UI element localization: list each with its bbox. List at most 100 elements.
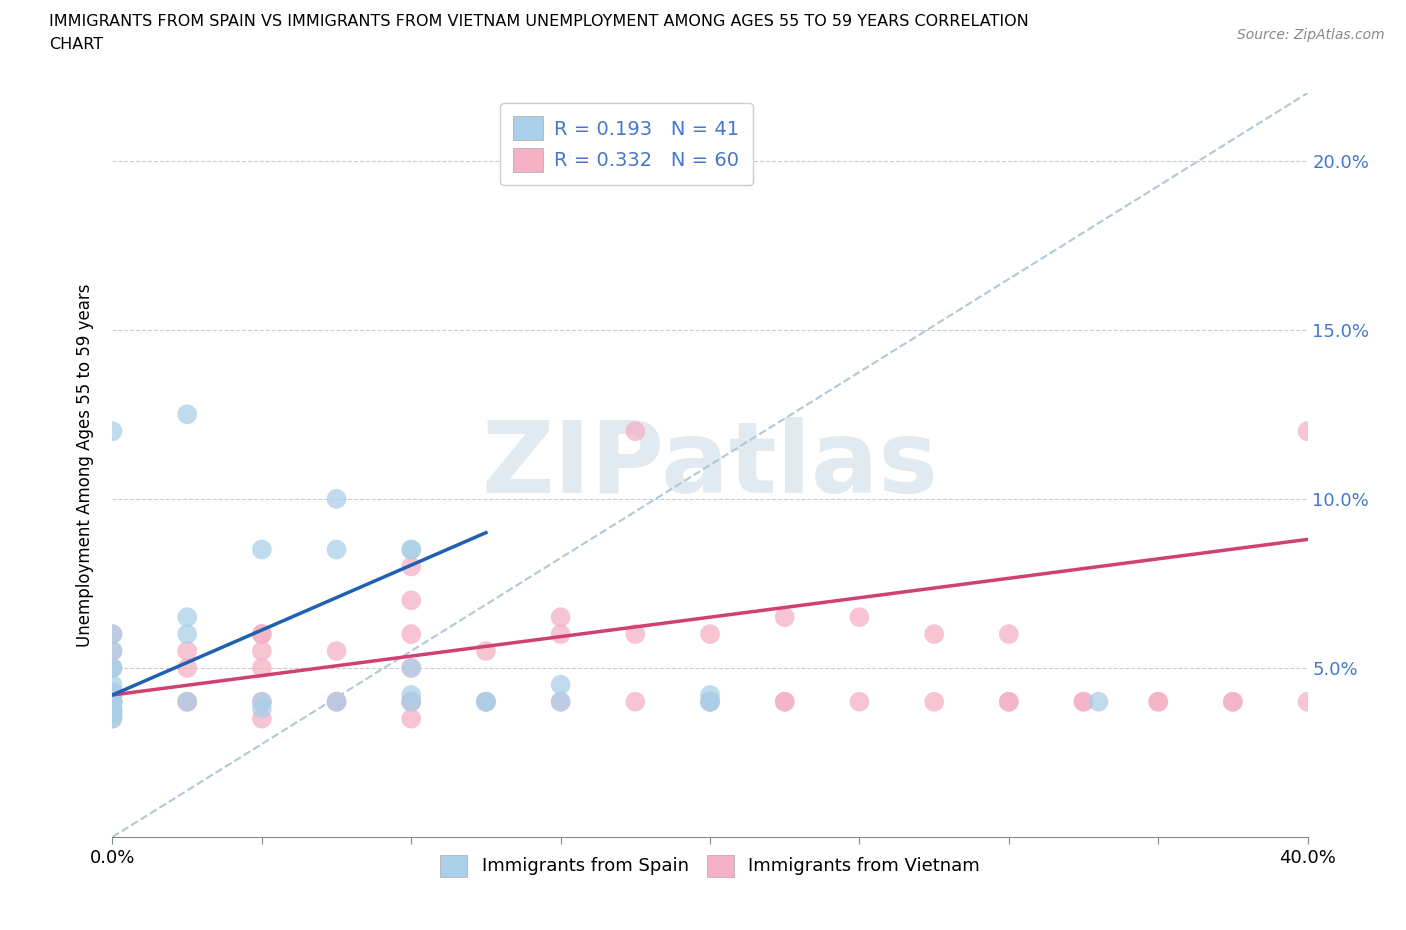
Point	[176, 695, 198, 710]
Point	[401, 627, 423, 642]
Point	[401, 559, 423, 574]
Point	[475, 644, 498, 658]
Point	[401, 660, 423, 675]
Point	[1222, 695, 1244, 710]
Point	[101, 684, 124, 699]
Point	[848, 610, 870, 625]
Point	[550, 677, 572, 692]
Point	[101, 627, 124, 642]
Point	[401, 695, 423, 710]
Point	[773, 695, 796, 710]
Point	[699, 695, 721, 710]
Point	[624, 695, 647, 710]
Point	[101, 695, 124, 710]
Point	[250, 701, 273, 716]
Point	[550, 695, 572, 710]
Point	[101, 695, 124, 710]
Point	[325, 695, 347, 710]
Point	[699, 695, 721, 710]
Point	[699, 695, 721, 710]
Point	[101, 695, 124, 710]
Point	[475, 695, 498, 710]
Point	[101, 644, 124, 658]
Point	[699, 695, 721, 710]
Point	[101, 677, 124, 692]
Point	[401, 687, 423, 702]
Point	[101, 695, 124, 710]
Point	[101, 704, 124, 719]
Point	[250, 711, 273, 726]
Point	[699, 687, 721, 702]
Point	[101, 695, 124, 710]
Point	[101, 687, 124, 702]
Point	[1296, 695, 1319, 710]
Point	[401, 592, 423, 607]
Point	[176, 660, 198, 675]
Point	[101, 695, 124, 710]
Point	[325, 542, 347, 557]
Point	[401, 542, 423, 557]
Point	[176, 627, 198, 642]
Point	[325, 644, 347, 658]
Point	[250, 644, 273, 658]
Point	[325, 491, 347, 506]
Point	[922, 627, 945, 642]
Point	[176, 610, 198, 625]
Point	[550, 695, 572, 710]
Point	[998, 627, 1021, 642]
Point	[101, 424, 124, 439]
Point	[101, 701, 124, 716]
Point	[475, 695, 498, 710]
Text: Source: ZipAtlas.com: Source: ZipAtlas.com	[1237, 28, 1385, 42]
Point	[550, 627, 572, 642]
Point	[922, 695, 945, 710]
Point	[101, 708, 124, 723]
Point	[998, 695, 1021, 710]
Point	[1073, 695, 1095, 710]
Point	[250, 542, 273, 557]
Point	[250, 660, 273, 675]
Point	[401, 660, 423, 675]
Point	[1296, 424, 1319, 439]
Point	[250, 695, 273, 710]
Point	[250, 627, 273, 642]
Point	[101, 687, 124, 702]
Point	[176, 695, 198, 710]
Point	[1147, 695, 1170, 710]
Point	[401, 695, 423, 710]
Point	[176, 695, 198, 710]
Point	[101, 660, 124, 675]
Point	[101, 711, 124, 726]
Point	[624, 627, 647, 642]
Point	[998, 695, 1021, 710]
Point	[250, 627, 273, 642]
Point	[101, 644, 124, 658]
Point	[101, 660, 124, 675]
Point	[848, 695, 870, 710]
Text: ZIPatlas: ZIPatlas	[482, 417, 938, 513]
Point	[699, 627, 721, 642]
Y-axis label: Unemployment Among Ages 55 to 59 years: Unemployment Among Ages 55 to 59 years	[76, 284, 94, 646]
Point	[475, 695, 498, 710]
Point	[250, 695, 273, 710]
Point	[101, 627, 124, 642]
Point	[325, 695, 347, 710]
Point	[624, 424, 647, 439]
Point	[101, 704, 124, 719]
Point	[325, 695, 347, 710]
Point	[101, 660, 124, 675]
Point	[176, 644, 198, 658]
Point	[475, 695, 498, 710]
Point	[773, 695, 796, 710]
Point	[1087, 695, 1109, 710]
Point	[101, 711, 124, 726]
Point	[176, 406, 198, 421]
Text: IMMIGRANTS FROM SPAIN VS IMMIGRANTS FROM VIETNAM UNEMPLOYMENT AMONG AGES 55 TO 5: IMMIGRANTS FROM SPAIN VS IMMIGRANTS FROM…	[49, 14, 1029, 29]
Text: CHART: CHART	[49, 37, 103, 52]
Point	[550, 610, 572, 625]
Point	[101, 695, 124, 710]
Point	[1073, 695, 1095, 710]
Legend: Immigrants from Spain, Immigrants from Vietnam: Immigrants from Spain, Immigrants from V…	[433, 847, 987, 884]
Point	[1222, 695, 1244, 710]
Point	[773, 610, 796, 625]
